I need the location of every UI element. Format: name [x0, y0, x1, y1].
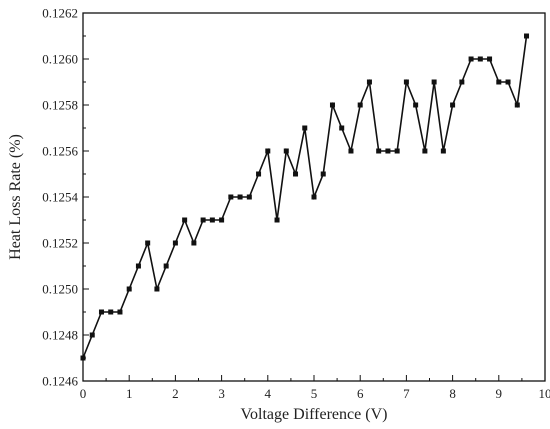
x-tick-label: 2 [172, 386, 179, 401]
y-tick-label: 0.1256 [42, 144, 78, 159]
y-tick-label: 0.1252 [42, 236, 78, 251]
data-point-marker [182, 217, 188, 223]
data-point-marker [329, 102, 335, 108]
data-point-marker [366, 79, 372, 85]
y-tick-label: 0.1254 [42, 190, 78, 205]
data-point-marker [145, 240, 151, 246]
y-tick-label: 0.1246 [42, 374, 78, 389]
data-point-marker [172, 240, 178, 246]
data-point-marker [126, 286, 132, 292]
data-point-marker [274, 217, 280, 223]
data-point-marker [348, 148, 354, 154]
x-tick-label: 9 [496, 386, 503, 401]
data-point-marker [403, 79, 409, 85]
data-point-marker [265, 148, 271, 154]
x-axis-title: Voltage Difference (V) [241, 406, 388, 423]
data-point-marker [468, 56, 474, 62]
data-point-marker [163, 263, 169, 269]
data-point-marker [302, 125, 308, 131]
data-point-marker [117, 309, 123, 315]
y-tick-label: 0.1248 [42, 328, 78, 343]
data-point-marker [228, 194, 234, 200]
data-point-marker [219, 217, 225, 223]
data-point-marker [422, 148, 428, 154]
data-point-marker [191, 240, 197, 246]
x-tick-label: 10 [539, 386, 550, 401]
data-point-marker [209, 217, 215, 223]
data-point-marker [89, 332, 95, 338]
data-point-marker [450, 102, 456, 108]
data-point-marker [385, 148, 391, 154]
y-tick-label: 0.1250 [42, 282, 78, 297]
data-point-marker [496, 79, 502, 85]
data-point-marker [237, 194, 243, 200]
data-point-marker [477, 56, 483, 62]
x-axis: 0 1 2 3 4 5 6 7 8 9 10 [80, 375, 550, 401]
data-point-marker [487, 56, 493, 62]
data-point-marker [459, 79, 465, 85]
x-tick-label: 1 [126, 386, 133, 401]
data-point-marker [514, 102, 520, 108]
data-point-marker [524, 33, 530, 39]
data-point-marker [394, 148, 400, 154]
y-tick-label: 0.1258 [42, 98, 78, 113]
data-point-marker [357, 102, 363, 108]
y-axis: 0.1246 0.1248 0.1250 0.1252 0.1254 0.1256 0.12… [42, 6, 89, 389]
data-point-marker [98, 309, 104, 315]
data-point-marker [154, 286, 160, 292]
y-axis-title: Heat Loss Rate (%) [7, 134, 24, 260]
data-point-marker [311, 194, 317, 200]
x-tick-label: 0 [80, 386, 87, 401]
x-tick-label: 4 [265, 386, 272, 401]
data-point-marker [413, 102, 419, 108]
x-tick-label: 3 [218, 386, 225, 401]
data-point-marker [339, 125, 345, 131]
x-tick-label: 5 [311, 386, 318, 401]
x-tick-label: 8 [449, 386, 456, 401]
y-tick-label: 0.1262 [42, 6, 78, 21]
data-point-marker [135, 263, 141, 269]
data-point-marker [293, 171, 299, 177]
x-tick-label: 7 [403, 386, 410, 401]
data-point-marker [440, 148, 446, 154]
data-point-marker [376, 148, 382, 154]
data-point-marker [283, 148, 289, 154]
data-point-marker [505, 79, 511, 85]
data-point-marker [431, 79, 437, 85]
data-point-marker [200, 217, 206, 223]
data-point-marker [320, 171, 326, 177]
y-tick-label: 0.1260 [42, 52, 78, 67]
x-tick-label: 6 [357, 386, 364, 401]
data-point-marker [108, 309, 114, 315]
data-point-marker [256, 171, 262, 177]
data-point-marker [246, 194, 252, 200]
plot-area [80, 33, 530, 361]
